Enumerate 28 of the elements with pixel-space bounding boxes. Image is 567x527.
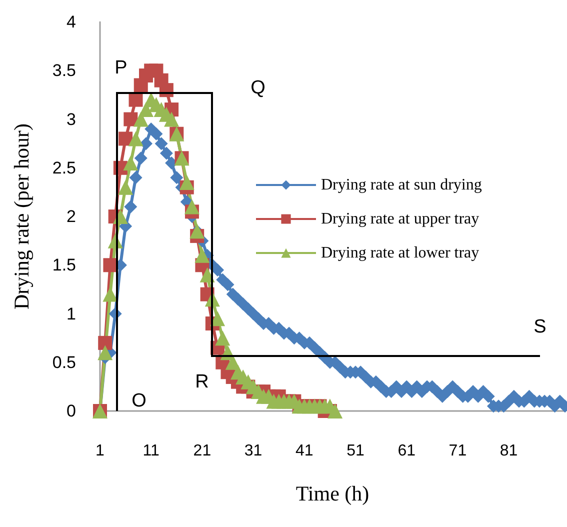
x-tick-label: 61 — [398, 442, 416, 460]
y-tick-label: 3 — [66, 110, 76, 129]
annotation: R — [195, 372, 209, 392]
x-tick-label: 1 — [96, 442, 105, 460]
y-tick-label: 1.5 — [52, 256, 76, 275]
x-tick-label: 81 — [500, 442, 518, 460]
legend-label: Drying rate at lower tray — [321, 244, 480, 262]
annotation: S — [534, 316, 546, 338]
x-tick-label: 41 — [295, 442, 314, 460]
y-tick-label: 2 — [66, 207, 76, 226]
legend-label: Drying rate at upper tray — [321, 210, 480, 228]
x-tick-label: 71 — [448, 442, 467, 460]
y-tick-label: 2.5 — [52, 158, 76, 178]
x-tick-label: 11 — [142, 442, 160, 460]
x-tick-label: 31 — [244, 442, 262, 460]
y-tick-label: 0.5 — [52, 352, 76, 372]
legend-label: Drying rate at sun drying — [321, 176, 482, 194]
y-tick-label: 1 — [66, 304, 76, 324]
y-tick-label: 3.5 — [52, 61, 76, 80]
x-tick-label: 21 — [193, 442, 212, 460]
annotation: Q — [250, 78, 266, 98]
y-tick-label: 4 — [66, 12, 76, 32]
y-axis-title: Drying rate (per hour) — [10, 123, 34, 310]
annotation: P — [114, 58, 128, 78]
y-tick-label: 0 — [66, 402, 76, 420]
annotation: O — [132, 390, 146, 412]
x-tick-label: 51 — [346, 442, 364, 460]
x-axis-title: Time (h) — [296, 482, 370, 506]
